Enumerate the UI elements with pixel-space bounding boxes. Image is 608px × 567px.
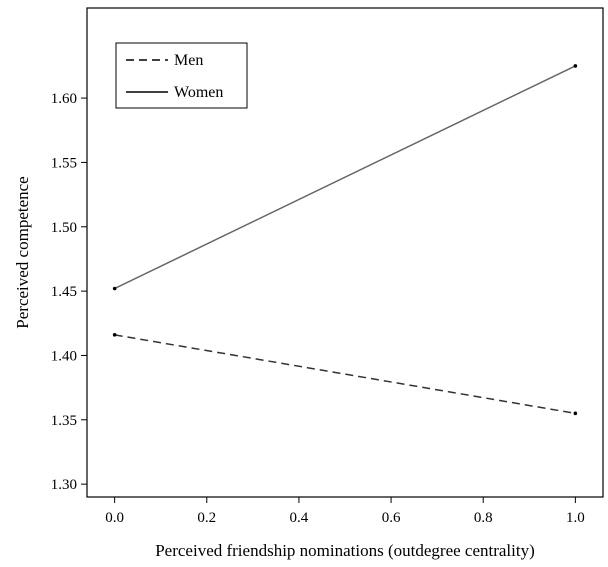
y-tick-label: 1.50 xyxy=(51,220,77,236)
y-tick-label: 1.55 xyxy=(51,155,77,171)
legend: Men Women xyxy=(115,42,248,109)
x-tick-label: 0.2 xyxy=(197,510,216,526)
data-point-women xyxy=(112,286,117,291)
legend-label-women: Women xyxy=(174,84,223,101)
y-tick-label: 1.45 xyxy=(51,284,77,300)
x-axis-title: Perceived friendship nominations (outdeg… xyxy=(155,541,535,560)
data-point-men xyxy=(573,411,578,416)
x-tick-label: 0.6 xyxy=(382,510,401,526)
legend-label-men: Men xyxy=(174,52,203,69)
legend-box xyxy=(115,42,248,109)
x-tick-label: 0.0 xyxy=(105,510,124,526)
data-point-men xyxy=(112,333,117,337)
y-tick-label: 1.35 xyxy=(51,413,77,429)
y-tick-label: 1.40 xyxy=(51,348,77,364)
plot-area-frame xyxy=(86,7,604,498)
series-layer xyxy=(112,64,578,416)
x-tick-label: 0.4 xyxy=(290,510,309,526)
x-tick-label: 1.0 xyxy=(566,510,585,526)
series-line-women xyxy=(114,65,576,290)
y-axis: 1.30 1.35 1.40 1.45 1.50 1.55 1.60 xyxy=(51,91,87,493)
x-axis: 0.0 0.2 0.4 0.6 0.8 1.0 xyxy=(105,497,585,526)
x-tick-label: 0.8 xyxy=(474,510,493,526)
y-axis-title: Perceived competence xyxy=(13,176,32,328)
data-point-women xyxy=(573,64,578,68)
y-tick-label: 1.30 xyxy=(51,477,77,493)
y-tick-label: 1.60 xyxy=(51,91,77,107)
